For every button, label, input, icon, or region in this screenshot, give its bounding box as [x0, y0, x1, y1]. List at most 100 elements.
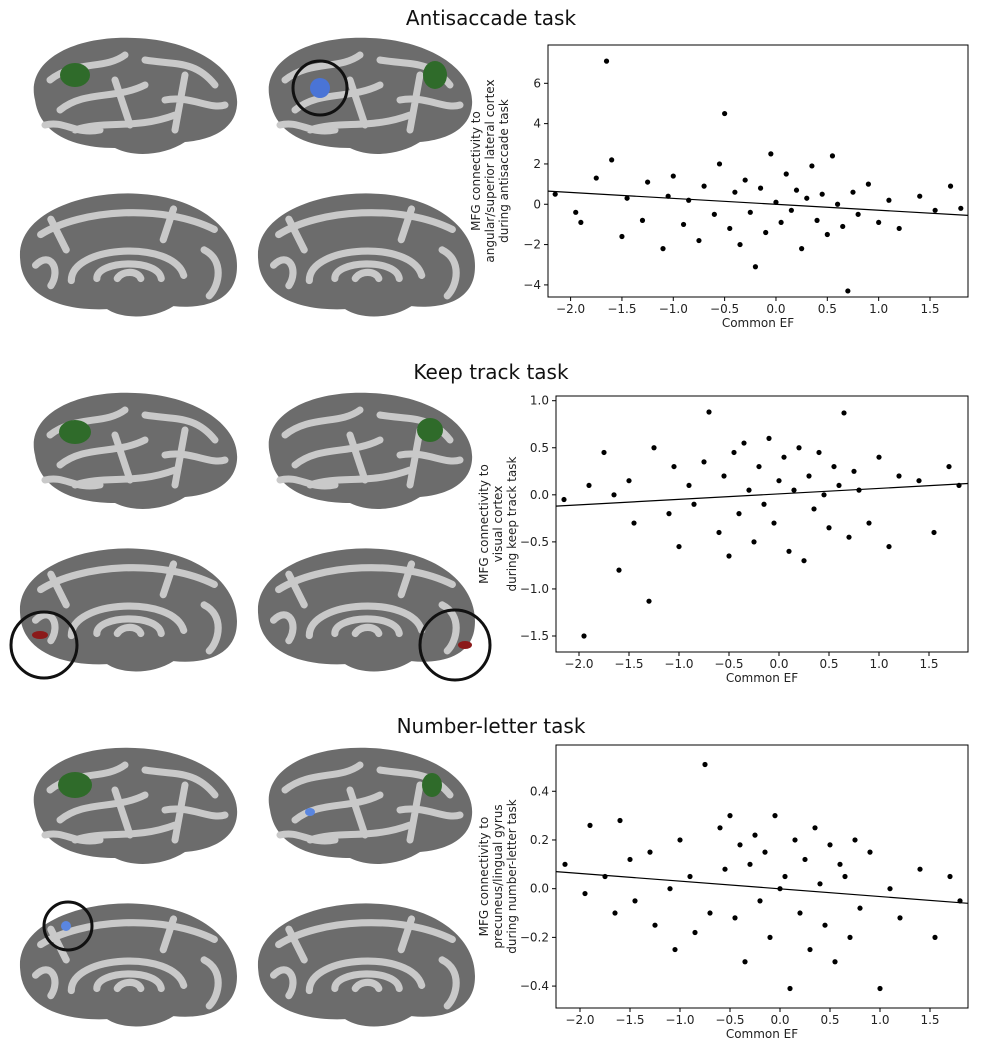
y-axis-label: during number-letter task: [505, 799, 519, 953]
fit-line: [555, 871, 969, 904]
point: [767, 934, 773, 940]
point: [917, 866, 923, 872]
x-tick-label: 0.5: [818, 302, 837, 316]
x-tick-label: −2.0: [565, 1013, 594, 1027]
point: [593, 175, 599, 181]
y-tick-label: −2: [523, 238, 541, 252]
plot-frame: [547, 44, 969, 298]
point: [578, 219, 584, 226]
point: [817, 881, 823, 887]
point: [797, 910, 803, 916]
point: [752, 264, 759, 270]
point: [645, 179, 651, 185]
activation: [310, 78, 330, 98]
point: [639, 217, 646, 223]
point: [717, 825, 723, 831]
point: [807, 946, 813, 953]
point: [824, 231, 830, 238]
x-tick-label: −0.5: [714, 657, 743, 671]
x-tick-label: −0.5: [710, 302, 739, 316]
point: [946, 463, 952, 470]
point: [676, 543, 682, 550]
point: [716, 529, 722, 536]
point: [581, 633, 587, 639]
point: [721, 473, 727, 479]
point: [667, 886, 673, 892]
x-tick-label: 1.5: [920, 302, 939, 316]
x-tick-label: 0.5: [819, 657, 838, 671]
point: [947, 873, 953, 880]
point: [806, 473, 812, 479]
y-axis-label: during keep track task: [505, 457, 519, 592]
plot-frame: [555, 744, 969, 1009]
point: [686, 482, 692, 489]
brain-lateral: [34, 38, 237, 154]
point: [696, 237, 702, 244]
point: [778, 219, 784, 226]
point: [652, 922, 658, 928]
brain-medial: [20, 903, 237, 1026]
point: [726, 553, 732, 559]
point: [647, 849, 653, 855]
brain-medial: [20, 548, 237, 671]
brain-medial: [258, 548, 475, 671]
point: [896, 225, 902, 232]
point: [829, 153, 836, 159]
y-axis-label: MFG connectivity to: [469, 111, 483, 231]
point: [586, 482, 592, 489]
x-tick-label: −0.5: [715, 1013, 744, 1027]
brain-lateral: [269, 748, 472, 864]
point: [814, 217, 820, 223]
activation: [305, 808, 315, 816]
x-tick-label: 1.0: [869, 657, 888, 671]
point: [834, 201, 841, 207]
point: [846, 534, 852, 540]
activation: [61, 921, 71, 931]
fit-line: [547, 190, 969, 216]
point: [722, 110, 728, 117]
x-tick-label: 1.5: [920, 1013, 939, 1027]
point: [716, 161, 723, 167]
point: [619, 233, 625, 240]
brain-lateral: [34, 393, 237, 509]
point: [732, 189, 738, 195]
point: [582, 890, 588, 897]
point: [852, 837, 858, 843]
point: [819, 191, 825, 197]
point: [732, 915, 738, 921]
chart-title: Keep track task: [413, 360, 569, 384]
point: [672, 946, 678, 953]
y-tick-label: 0.4: [530, 784, 549, 798]
point: [776, 478, 782, 484]
point: [856, 487, 862, 493]
point: [801, 558, 807, 564]
point: [896, 473, 902, 479]
y-axis-label: angular/superior lateral cortex: [483, 79, 497, 262]
point: [722, 866, 728, 872]
point: [761, 501, 767, 507]
y-tick-label: −1.5: [520, 629, 549, 643]
y-tick-label: 0.5: [530, 441, 549, 455]
point: [762, 849, 768, 855]
point: [865, 181, 871, 187]
point: [816, 449, 822, 456]
y-tick-label: 0.0: [530, 882, 549, 896]
point: [840, 223, 846, 230]
y-axis-label: MFG connectivity to: [477, 817, 491, 937]
point: [741, 440, 747, 446]
point: [822, 922, 828, 928]
brain-medial: [20, 193, 237, 316]
point: [836, 482, 842, 489]
point: [671, 463, 677, 470]
point: [791, 487, 797, 493]
y-tick-label: −4: [523, 278, 541, 292]
y-tick-label: 0: [533, 197, 541, 211]
point: [876, 219, 882, 226]
point: [850, 189, 856, 195]
x-axis-label: Common EF: [726, 671, 798, 685]
point: [773, 199, 779, 205]
y-tick-label: −1.0: [520, 582, 549, 596]
activation: [458, 641, 472, 649]
point: [616, 567, 622, 573]
point: [552, 191, 558, 197]
